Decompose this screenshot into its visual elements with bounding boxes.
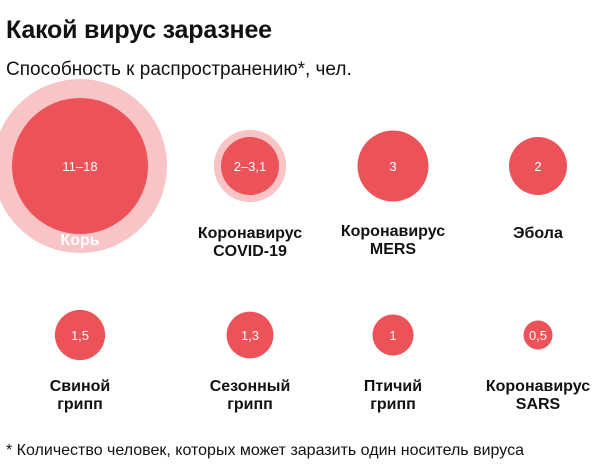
bubble-1-name-label: Корь <box>60 232 99 249</box>
bubble-8-core <box>523 320 553 350</box>
bubble-5-name-label: Свиной грипп <box>50 378 111 413</box>
bubble-7-core <box>372 314 414 356</box>
bubble-7-value-label: 1 <box>389 328 396 343</box>
bubble-2-value-label: 2–3,1 <box>234 159 267 174</box>
bubble-4-name-label: Эбола <box>513 225 563 242</box>
bubble-6-name-label: Сезонный грипп <box>210 378 291 413</box>
bubble-8-value-label: 0,5 <box>529 328 547 343</box>
chart-subtitle: Способность к распространению*, чел. <box>6 59 352 80</box>
bubble-4-value-label: 2 <box>534 159 541 174</box>
bubble-6-value-label: 1,3 <box>241 328 259 343</box>
bubble-7-name-label: Птичий грипп <box>364 378 422 413</box>
bubble-5-core <box>54 309 106 361</box>
bubble-6-core <box>226 311 274 359</box>
bubble-1-core <box>12 98 148 234</box>
bubble-3-core <box>357 130 429 202</box>
bubble-8-name-label: Коронавирус SARS <box>486 378 590 413</box>
bubble-1-value-label: 11–18 <box>62 159 97 174</box>
bubble-3-value-label: 3 <box>389 159 396 174</box>
bubble-2-name-label: Коронавирус COVID-19 <box>198 225 302 260</box>
chart-footnote: * Количество человек, которых может зара… <box>6 442 524 459</box>
chart-title: Какой вирус заразнее <box>6 16 272 44</box>
bubble-2-core <box>221 137 279 195</box>
bubble-4-core <box>509 137 567 195</box>
bubble-5-value-label: 1,5 <box>71 328 89 343</box>
bubble-3-name-label: Коронавирус MERS <box>341 223 445 258</box>
